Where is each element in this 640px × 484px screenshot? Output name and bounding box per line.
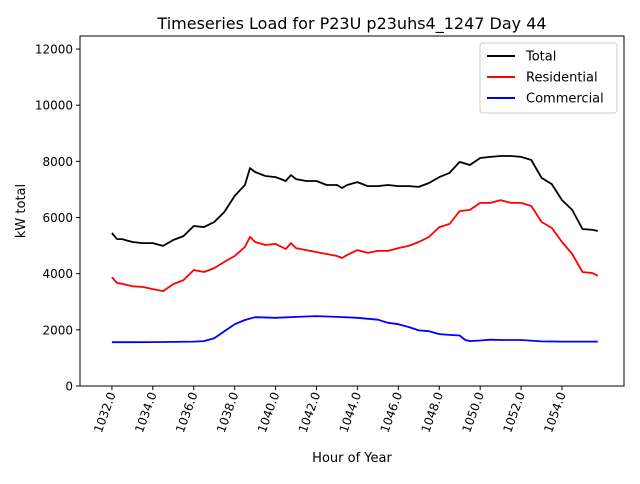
legend-label-commercial: Commercial [526,92,604,107]
legend-label-total: Total [525,50,556,65]
legend: Total Residential Commercial [479,42,618,114]
x-axis: 1032.0 1034.0 1036.0 1038.0 1040.0 1042.0 1044… [91,386,569,434]
y-tick-label: 6000 [42,211,73,225]
x-tick-label: 1044.0 [337,390,365,434]
y-tick-label: 0 [65,380,73,394]
x-tick-label: 1038.0 [214,390,242,434]
x-tick-label: 1046.0 [378,390,406,434]
series-line-total [111,155,598,247]
x-tick-label: 1042.0 [296,390,324,434]
x-axis-label: Hour of Year [312,451,392,466]
x-tick-label: 1034.0 [132,390,160,434]
y-tick-label: 4000 [42,267,73,281]
x-tick-label: 1040.0 [255,390,283,434]
y-tick-label: 12000 [35,43,73,57]
x-tick-label: 1032.0 [91,390,119,434]
axes-frame [79,35,625,387]
y-tick-label: 8000 [42,155,73,169]
legend-box [479,42,618,114]
chart-title: Timeseries Load for P23U p23uhs4_1247 Da… [156,14,546,34]
legend-label-residential: Residential [526,71,598,86]
y-tick-label: 2000 [42,323,73,337]
series-line-residential [111,199,599,293]
plot-area [111,155,599,344]
x-tick-label: 1048.0 [419,390,447,434]
y-axis-label: kW total [14,184,29,238]
y-axis: 0 2000 4000 6000 8000 10000 12000 [35,43,80,394]
series-line-commercial [111,315,598,344]
x-tick-label: 1036.0 [173,390,201,434]
x-tick-label: 1050.0 [459,390,487,434]
x-tick-label: 1052.0 [500,390,528,434]
x-tick-label: 1054.0 [541,390,569,434]
y-tick-label: 10000 [35,99,73,113]
